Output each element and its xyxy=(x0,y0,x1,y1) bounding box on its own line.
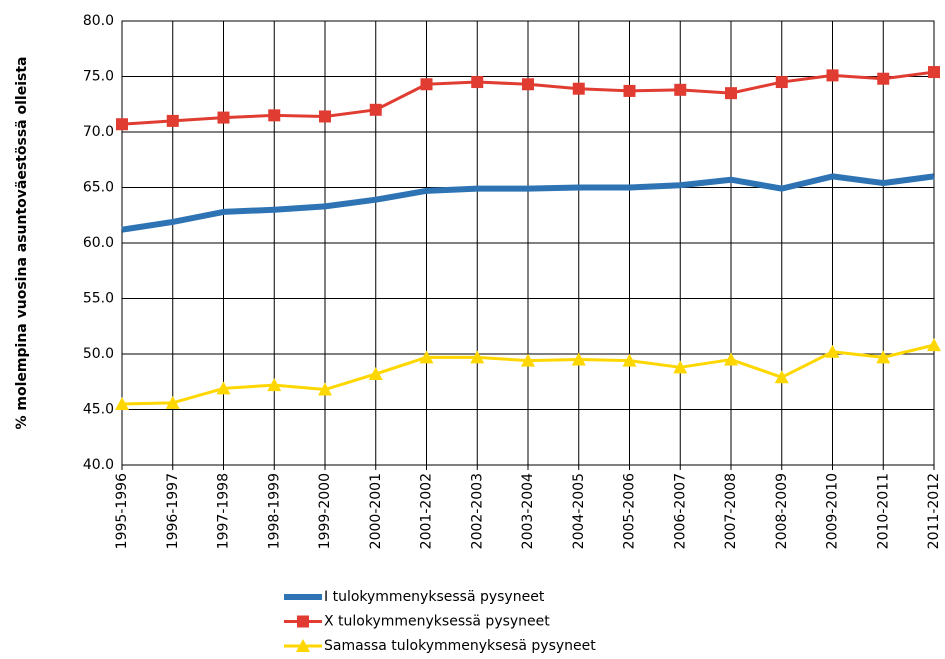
point xyxy=(419,350,434,364)
point xyxy=(267,378,282,392)
legend-marker xyxy=(297,615,309,628)
y-tick-label: 55.0 xyxy=(83,291,114,307)
point xyxy=(268,109,281,122)
y-tick-label: 80.0 xyxy=(83,13,114,29)
point xyxy=(572,82,585,95)
point xyxy=(571,352,586,366)
x-tick-label: 1997-1998 xyxy=(216,473,232,549)
legend-label: I tulokymmenyksessä pysyneet xyxy=(324,589,545,605)
x-tick-label: 2009-2010 xyxy=(825,473,841,549)
point xyxy=(470,350,485,364)
point xyxy=(927,338,941,352)
y-tick-label: 70.0 xyxy=(83,124,114,140)
legend-label: Samassa tulokymmenyksesä pysyneet xyxy=(324,638,596,654)
point xyxy=(876,350,891,364)
point xyxy=(623,84,636,97)
y-tick-label: 65.0 xyxy=(83,180,114,196)
point xyxy=(522,78,534,91)
legend-label: X tulokymmenyksessä pysyneet xyxy=(324,614,550,630)
point xyxy=(116,118,128,131)
plot-frame xyxy=(121,20,935,466)
x-tick-label: 2000-2001 xyxy=(368,473,384,549)
point xyxy=(774,370,789,384)
point xyxy=(674,83,687,96)
point xyxy=(420,78,433,91)
x-tick-label: 1996-1997 xyxy=(165,473,181,549)
x-tick-label: 2003-2004 xyxy=(520,473,536,549)
x-tick-label: 2005-2006 xyxy=(622,473,638,549)
point xyxy=(673,360,688,374)
line xyxy=(121,173,935,233)
y-tick-label: 50.0 xyxy=(83,346,114,362)
point xyxy=(217,111,230,124)
point xyxy=(775,76,788,89)
point xyxy=(319,110,331,123)
point xyxy=(825,344,840,358)
x-tick-label: 2010-2011 xyxy=(875,473,891,549)
x-tick-label: 2002-2003 xyxy=(469,473,485,549)
point xyxy=(521,353,535,367)
point xyxy=(928,66,940,79)
x-tick-label: 1995-1996 xyxy=(114,473,130,549)
x-tick-label: 2007-2008 xyxy=(723,473,739,549)
y-tick-label: 40.0 xyxy=(83,457,114,473)
point xyxy=(165,395,180,409)
x-tick-label: 2001-2002 xyxy=(419,473,435,549)
x-tick-label: 1999-2000 xyxy=(317,473,333,549)
y-tick-label: 60.0 xyxy=(83,235,114,251)
point xyxy=(166,114,179,127)
x-tick-label: 2004-2005 xyxy=(571,473,587,549)
point xyxy=(725,87,737,100)
x-tick-label: 1998-1999 xyxy=(266,473,282,549)
x-tick-label: 2008-2009 xyxy=(774,473,790,549)
y-tick-label: 45.0 xyxy=(83,402,114,418)
point xyxy=(826,69,839,82)
y-tick-label: 75.0 xyxy=(83,69,114,85)
point xyxy=(318,382,332,396)
point xyxy=(115,396,129,410)
y-axis-label: % molempina vuosina asuntoväestössä olle… xyxy=(14,57,30,430)
point xyxy=(877,72,890,85)
point xyxy=(368,366,383,380)
point xyxy=(622,353,637,367)
point xyxy=(369,103,382,116)
point xyxy=(216,381,231,395)
legend-marker xyxy=(296,639,310,652)
point xyxy=(724,352,738,366)
x-tick-label: 2011-2012 xyxy=(926,473,942,549)
x-tick-label: 2006-2007 xyxy=(672,473,688,549)
point xyxy=(471,76,484,89)
